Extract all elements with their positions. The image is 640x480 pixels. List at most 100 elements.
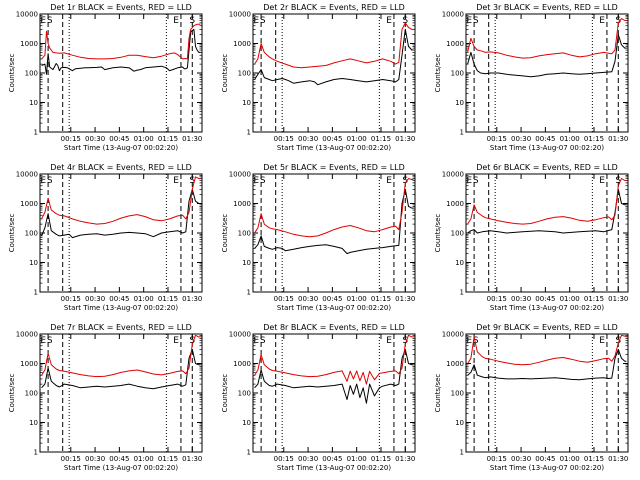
event-marker-label: E: [599, 176, 605, 186]
lld-series-line: [254, 22, 414, 69]
x-tick-label: 01:30: [608, 455, 628, 463]
event-marker-label: E: [173, 16, 179, 26]
lld-series-line: [41, 176, 201, 225]
y-tick-label: 1000: [233, 40, 251, 48]
event-marker-label: E: [253, 176, 259, 186]
y-tick-label: 10000: [442, 331, 464, 339]
x-tick-label: 01:30: [395, 455, 415, 463]
y-axis-label: Counts/sec: [434, 374, 442, 413]
y-tick-label: 10000: [16, 331, 38, 339]
y-axis-label: Counts/sec: [8, 374, 16, 413]
x-tick-label: 00:45: [322, 295, 342, 303]
x-tick-label: 01:15: [584, 455, 604, 463]
x-tick-label: 01:00: [134, 295, 154, 303]
x-tick-label: 01:00: [347, 135, 367, 143]
event-marker-label: E: [466, 336, 472, 346]
x-axis-label: Start Time (13-Aug-07 00:02:20): [277, 464, 391, 472]
y-tick-label: 1000: [20, 40, 38, 48]
y-tick-label: 10000: [442, 171, 464, 179]
x-axis-label: Start Time (13-Aug-07 00:02:20): [64, 464, 178, 472]
events-series-line: [254, 28, 414, 86]
x-tick-label: 01:30: [395, 135, 415, 143]
y-tick-label: 1: [247, 449, 251, 457]
x-tick-label: 00:30: [85, 455, 105, 463]
chart-title: Det 1r BLACK = Events, RED = LLD: [50, 3, 192, 12]
x-tick-label: 00:30: [85, 295, 105, 303]
y-tick-label: 100: [238, 390, 251, 398]
plot-frame: [252, 173, 416, 293]
y-tick-label: 1000: [446, 360, 464, 368]
x-tick-label: 00:30: [511, 295, 531, 303]
x-tick-label: 01:15: [158, 455, 178, 463]
y-axis-label: Counts/sec: [8, 54, 16, 93]
x-tick-label: 00:15: [274, 455, 294, 463]
event-marker-label: S: [473, 176, 479, 186]
x-tick-label: 00:15: [274, 295, 294, 303]
y-tick-label: 1: [460, 289, 464, 297]
chart-title: Det 9r BLACK = Events, RED = LLD: [476, 323, 618, 332]
x-tick-label: 01:00: [347, 295, 367, 303]
y-tick-label: 10000: [229, 11, 251, 19]
y-tick-label: 10: [242, 99, 251, 107]
x-tick-label: 00:15: [487, 455, 507, 463]
y-tick-label: 1000: [233, 200, 251, 208]
y-tick-label: 10: [29, 99, 38, 107]
event-marker-label: E: [40, 16, 46, 26]
x-tick-label: 01:30: [395, 295, 415, 303]
chart-title: Det 4r BLACK = Events, RED = LLD: [50, 163, 192, 172]
x-axis-label: Start Time (13-Aug-07 00:02:20): [277, 304, 391, 312]
events-series-line: [467, 348, 627, 381]
x-tick-label: 01:15: [371, 455, 391, 463]
event-marker-label: S: [615, 176, 621, 186]
lld-series-line: [41, 23, 201, 60]
event-marker-label: E: [253, 16, 259, 26]
x-tick-label: 01:30: [182, 295, 202, 303]
x-tick-label: 01:15: [371, 295, 391, 303]
x-axis-label: Start Time (13-Aug-07 00:02:20): [64, 304, 178, 312]
x-tick-label: 00:15: [61, 135, 81, 143]
lld-series-line: [254, 334, 414, 385]
x-tick-label: 00:45: [535, 455, 555, 463]
y-tick-label: 1: [34, 129, 38, 137]
x-tick-label: 00:15: [274, 135, 294, 143]
plot-frame: [39, 13, 203, 133]
chart-title: Det 8r BLACK = Events, RED = LLD: [263, 323, 405, 332]
y-axis-label: Counts/sec: [434, 214, 442, 253]
lld-series-line: [254, 178, 414, 238]
event-marker-label: S: [615, 336, 621, 346]
event-marker-label: E: [386, 336, 392, 346]
x-tick-label: 01:15: [158, 135, 178, 143]
x-tick-label: 00:45: [109, 295, 129, 303]
chart-panel-5: Det 5r BLACK = Events, RED = LLD 1 10 100 10…: [221, 163, 416, 312]
x-tick-label: 00:30: [298, 455, 318, 463]
y-tick-label: 1: [460, 129, 464, 137]
y-tick-label: 100: [451, 390, 464, 398]
x-tick-label: 01:15: [584, 295, 604, 303]
y-tick-label: 1: [247, 129, 251, 137]
y-tick-label: 100: [451, 70, 464, 78]
chart-title: Det 2r BLACK = Events, RED = LLD: [263, 3, 405, 12]
y-tick-label: 1000: [20, 360, 38, 368]
x-tick-label: 00:30: [511, 135, 531, 143]
x-axis-label: Start Time (13-Aug-07 00:02:20): [277, 144, 391, 152]
y-tick-label: 100: [238, 70, 251, 78]
x-tick-label: 01:30: [608, 135, 628, 143]
chart-title: Det 3r BLACK = Events, RED = LLD: [476, 3, 618, 12]
event-marker-label: E: [173, 176, 179, 186]
y-tick-label: 10: [455, 99, 464, 107]
plot-frame: [252, 333, 416, 453]
events-series-line: [41, 188, 201, 239]
y-tick-label: 10000: [442, 11, 464, 19]
y-tick-label: 1000: [446, 200, 464, 208]
y-tick-label: 10: [242, 259, 251, 267]
y-tick-label: 1: [34, 289, 38, 297]
events-series-line: [41, 348, 201, 390]
y-axis-label: Counts/sec: [8, 214, 16, 253]
events-series-line: [467, 34, 627, 78]
x-tick-label: 00:30: [85, 135, 105, 143]
y-tick-label: 10: [455, 419, 464, 427]
events-series-line: [41, 28, 201, 75]
y-axis-label: Counts/sec: [221, 214, 229, 253]
x-tick-label: 00:45: [109, 455, 129, 463]
x-axis-label: Start Time (13-Aug-07 00:02:20): [64, 144, 178, 152]
